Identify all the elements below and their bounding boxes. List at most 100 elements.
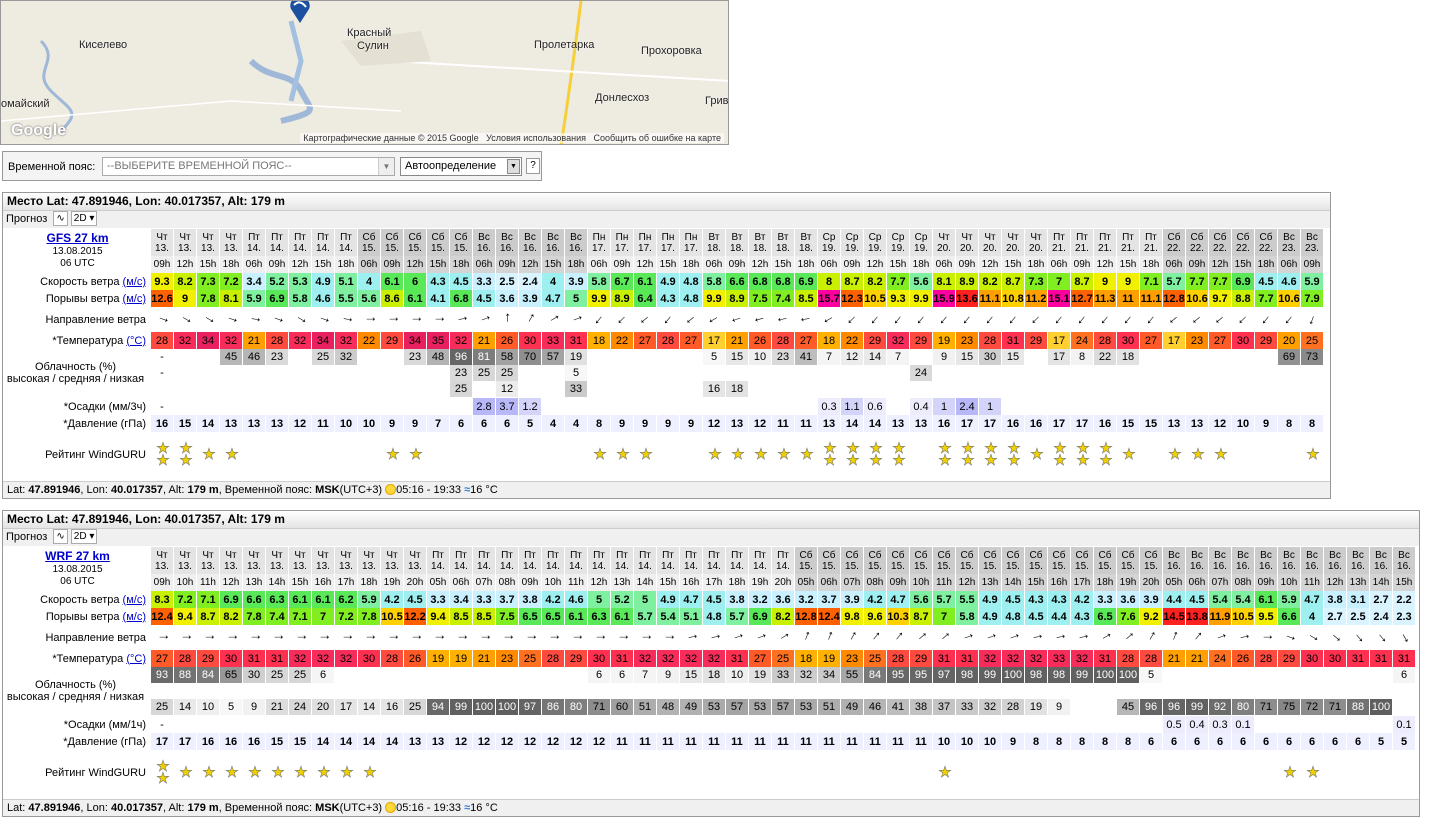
- wind-arrow-icon: ↓: [1211, 311, 1229, 327]
- direction-cell: ↓: [450, 307, 472, 332]
- direction-cell: ↓: [979, 307, 1001, 332]
- precip-cell: [1209, 398, 1231, 415]
- pressure-cell: 16: [243, 733, 265, 750]
- rating-cell: [1117, 750, 1139, 796]
- graph-icon[interactable]: ∿: [53, 211, 68, 227]
- day-cell: Сб 15.: [404, 229, 426, 257]
- rating-cell: [1255, 432, 1277, 478]
- forecast-label[interactable]: Прогноз: [6, 212, 48, 225]
- gust-cell: 2.7: [1324, 608, 1346, 625]
- gust-unit-link[interactable]: (м/с): [122, 292, 146, 305]
- gust-cell: 5.5: [335, 290, 357, 307]
- location-pin-icon[interactable]: [287, 1, 313, 25]
- model-link[interactable]: WRF 27 km: [45, 549, 110, 563]
- rating-stars: ★ ★: [151, 441, 173, 469]
- help-button[interactable]: ?: [526, 158, 540, 174]
- footer-alt: 179 m: [187, 802, 219, 814]
- day-date: 14.: [293, 242, 307, 254]
- hour-cell: 11h: [933, 574, 955, 591]
- day-date: 19.: [868, 242, 882, 254]
- model-link[interactable]: GFS 27 km: [46, 231, 109, 245]
- day-date: 20.: [960, 242, 974, 254]
- pressure-cell: 6: [1140, 733, 1162, 750]
- cloud-cell: [1071, 381, 1093, 397]
- cloud-cell: [657, 365, 679, 381]
- mode-select[interactable]: 2D ▾: [70, 211, 98, 227]
- gust-cell: 7.7: [1255, 290, 1277, 307]
- wind-cell: 3.6: [772, 591, 794, 608]
- rating-cell: ★: [335, 750, 357, 796]
- temperature-cell: 17: [703, 332, 725, 349]
- wind-cell: 6.6: [726, 273, 748, 290]
- day-date: 15.: [1006, 560, 1020, 572]
- footer-lat: 47.891946: [28, 802, 81, 814]
- temperature-unit-link[interactable]: (°C): [126, 652, 146, 665]
- temperature-cell: 31: [565, 332, 587, 349]
- cloud-cell: [1094, 381, 1116, 397]
- precip-cell: [312, 716, 334, 733]
- cloud-cell: 73: [1301, 349, 1323, 365]
- rating-stars: ★: [220, 446, 242, 462]
- map[interactable]: Киселево Красный Сулин Пролетарка Прохор…: [0, 0, 729, 145]
- hour-cell: 09h: [956, 256, 978, 273]
- cloud-cell: 100: [1370, 699, 1392, 715]
- cloud-cell: [841, 683, 863, 699]
- cloud-cell: [1324, 683, 1346, 699]
- direction-cell: ↓: [519, 307, 541, 332]
- hour-cell: 10h: [174, 574, 196, 591]
- rating-cell: [450, 750, 472, 796]
- pressure-cell: 10: [956, 733, 978, 750]
- mode-select[interactable]: 2D ▾: [70, 529, 98, 545]
- wind-arrow-icon: ↓: [545, 633, 561, 641]
- hour-cell: 06h: [473, 256, 495, 273]
- pressure-cell: 6: [1324, 733, 1346, 750]
- wind-cell: 8.7: [841, 273, 863, 290]
- temperature-unit-link[interactable]: (°C): [126, 334, 146, 347]
- forecast-label[interactable]: Прогноз: [6, 530, 48, 543]
- hour-cell: 18h: [1025, 256, 1047, 273]
- map-terms-link[interactable]: Условия использования: [486, 133, 586, 143]
- rating-cell: [657, 750, 679, 796]
- hour-cell: 20h: [772, 574, 794, 591]
- cloud-cell: [979, 381, 1001, 397]
- star-icon: ★: [225, 763, 239, 781]
- gust-unit-link[interactable]: (м/с): [122, 610, 146, 623]
- gust-cell: 12.3: [841, 290, 863, 307]
- gust-cell: 11: [1117, 290, 1139, 307]
- day-name: Вс: [1329, 549, 1341, 561]
- day-date: 16.: [1351, 560, 1365, 572]
- wind-arrow-icon: ↓: [1326, 629, 1344, 645]
- timezone-auto-select[interactable]: Автоопределение ▼: [400, 157, 522, 176]
- wind-cell: 2.7: [1370, 591, 1392, 608]
- hour-cell: 09h: [1301, 256, 1323, 273]
- day-date: 22.: [1236, 242, 1250, 254]
- cloud-cell: [956, 381, 978, 397]
- rating-stars: ★ ★: [1071, 441, 1093, 469]
- cloud-cell: 51: [634, 699, 656, 715]
- day-cell: Сб 15.: [956, 547, 978, 575]
- wind-cell: 6.9: [795, 273, 817, 290]
- timezone-select[interactable]: --ВЫБЕРИТЕ ВРЕМЕННОЙ ПОЯС-- ▼: [102, 157, 395, 176]
- cloud-cell: [1209, 683, 1231, 699]
- graph-icon[interactable]: ∿: [53, 529, 68, 545]
- day-name: Пт: [432, 549, 444, 561]
- cloud-cell: 99: [450, 699, 472, 715]
- day-date: 18.: [776, 242, 790, 254]
- pressure-cell: 6: [1209, 733, 1231, 750]
- hour-cell: 06h: [818, 256, 840, 273]
- day-cell: Вс 16.: [1186, 547, 1208, 575]
- wind-unit-link[interactable]: (м/с): [122, 593, 146, 606]
- day-date: 14.: [247, 242, 261, 254]
- gust-cell: 8.2: [772, 608, 794, 625]
- pressure-cell: 17: [151, 733, 173, 750]
- temperature-cell: 17: [1163, 332, 1185, 349]
- direction-cell: ↓: [243, 625, 265, 650]
- cloud-cell: 10: [749, 349, 771, 365]
- cloud-cell: [841, 365, 863, 381]
- direction-cell: ↓: [910, 625, 932, 650]
- pressure-cell: 16: [197, 733, 219, 750]
- temperature-cell: 17: [1048, 332, 1070, 349]
- wind-unit-link[interactable]: (м/с): [122, 275, 146, 288]
- cloud-cell: [151, 683, 173, 699]
- map-report-link[interactable]: Сообщить об ошибке на карте: [593, 133, 721, 143]
